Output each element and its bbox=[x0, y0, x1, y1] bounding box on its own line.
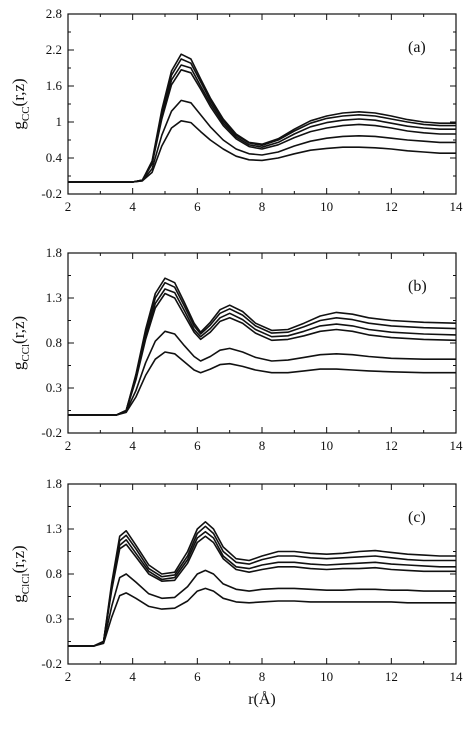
series-line-4 bbox=[68, 69, 456, 183]
y-tick-label: 0.8 bbox=[46, 335, 62, 350]
x-tick-label: 10 bbox=[320, 199, 333, 214]
plot-frame bbox=[67, 13, 457, 195]
series-line-2 bbox=[68, 281, 457, 416]
y-tick-label: 0.3 bbox=[46, 611, 62, 626]
y-axis-label: gCC(r,z) bbox=[9, 78, 32, 129]
y-tick-label: -0.2 bbox=[41, 186, 62, 201]
series-line-5 bbox=[68, 99, 456, 183]
x-tick-label: 12 bbox=[385, 438, 398, 453]
x-tick-label: 10 bbox=[320, 438, 333, 453]
series-line-6 bbox=[68, 351, 456, 416]
x-tick-label: 8 bbox=[259, 199, 266, 214]
y-tick-label: 0.4 bbox=[46, 150, 63, 165]
panel-a: 2 4 6 8 10 12 14 -0.2 0.4 1 1.6 2.2 2.8 gCC(r,z) (a) bbox=[9, 6, 463, 214]
x-tick-label: 14 bbox=[450, 199, 464, 214]
x-tick-label: 4 bbox=[129, 669, 136, 684]
x-tick-label: 6 bbox=[194, 669, 201, 684]
y-axis-label: gClCl(r,z) bbox=[9, 545, 32, 602]
y-tick-label: 1.6 bbox=[46, 78, 63, 93]
y-tick-label: -0.2 bbox=[41, 425, 62, 440]
x-tick-label: 10 bbox=[320, 669, 333, 684]
x-tick-label: 4 bbox=[129, 199, 136, 214]
panel-tag: (a) bbox=[408, 39, 426, 56]
y-axis-label: gCCl(r,z) bbox=[9, 316, 32, 370]
panel-c: 2 4 6 8 10 12 14 -0.2 0.3 0.8 1.3 1.8 gClCl(r,z) (c) r… bbox=[9, 476, 463, 708]
y-tick-label: 1.8 bbox=[46, 245, 62, 260]
y-tick-label: -0.2 bbox=[41, 656, 62, 671]
y-tick-label: 1.3 bbox=[46, 290, 62, 305]
panel-b: 2 4 6 8 10 12 14 -0.2 0.3 0.8 1.3 1.8 gCCl(r,z) (b) bbox=[9, 245, 463, 453]
y-tick-label: 1 bbox=[56, 114, 63, 129]
series-line-1 bbox=[68, 53, 456, 183]
x-tick-label: 2 bbox=[65, 438, 72, 453]
x-tick-label: 12 bbox=[385, 669, 398, 684]
y-tick-label: 2.8 bbox=[46, 6, 62, 21]
y-tick-label: 0.8 bbox=[46, 566, 62, 581]
x-tick-label: 6 bbox=[194, 438, 201, 453]
series-line-1 bbox=[68, 277, 457, 416]
series-line-5 bbox=[68, 330, 456, 416]
series-line-2 bbox=[68, 58, 456, 183]
series-line-2 bbox=[68, 525, 456, 647]
series-line-5 bbox=[68, 569, 456, 647]
series-line-3 bbox=[68, 288, 457, 416]
panel-tag: (c) bbox=[408, 509, 426, 526]
x-tick-label: 2 bbox=[65, 669, 72, 684]
series-line-4 bbox=[68, 292, 457, 416]
series-line-1 bbox=[68, 521, 456, 647]
series-line-4 bbox=[68, 535, 456, 647]
x-tick-label: 8 bbox=[259, 438, 266, 453]
x-tick-label: 2 bbox=[65, 199, 72, 214]
x-tick-label: 6 bbox=[194, 199, 201, 214]
x-tick-label: 4 bbox=[129, 438, 136, 453]
panel-tag: (b) bbox=[408, 278, 427, 295]
series-line-6 bbox=[68, 587, 456, 647]
y-tick-label: 1.8 bbox=[46, 476, 62, 491]
y-tick-label: 2.2 bbox=[46, 42, 62, 57]
series-line-3 bbox=[68, 530, 456, 647]
plot-frame bbox=[67, 252, 457, 434]
x-tick-label: 14 bbox=[450, 438, 464, 453]
x-axis-label: r(Å) bbox=[248, 690, 276, 708]
series-line-3 bbox=[68, 64, 456, 183]
x-tick-label: 8 bbox=[259, 669, 266, 684]
y-tick-label: 1.3 bbox=[46, 521, 62, 536]
series-line-6 bbox=[68, 120, 456, 183]
x-tick-label: 14 bbox=[450, 669, 464, 684]
x-tick-label: 12 bbox=[385, 199, 398, 214]
y-tick-label: 0.3 bbox=[46, 380, 62, 395]
